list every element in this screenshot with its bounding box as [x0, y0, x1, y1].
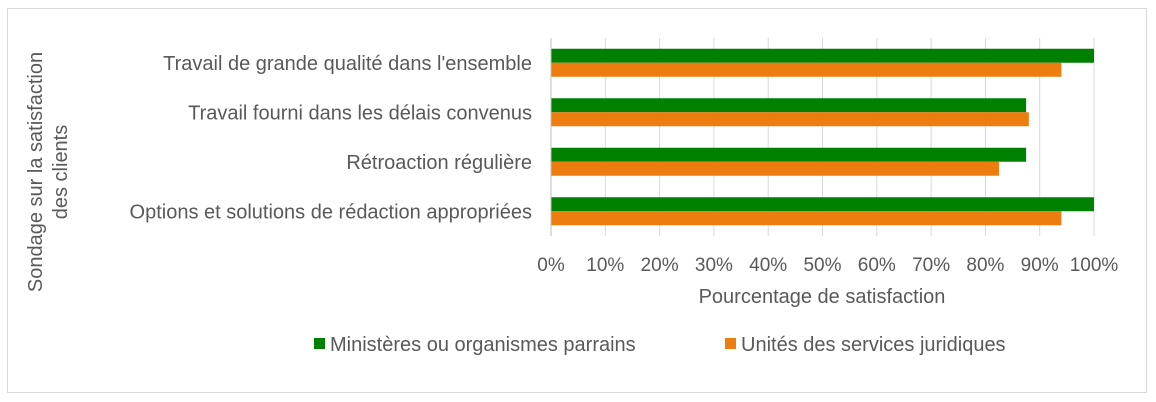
bar: [551, 211, 1062, 226]
x-tick-label: 70%: [912, 255, 950, 276]
category-label: Travail de grande qualité dans l'ensembl…: [163, 53, 532, 75]
legend-swatch-unites: [725, 338, 736, 349]
x-tick-label: 30%: [695, 255, 733, 276]
bar: [551, 147, 1027, 162]
legend-swatch-ministeres: [314, 338, 325, 349]
category-labels: Travail de grande qualité dans l'ensembl…: [130, 53, 532, 224]
x-tick-label: 10%: [586, 255, 624, 276]
x-tick-label: 80%: [966, 255, 1004, 276]
bars: [551, 48, 1094, 226]
legend: Ministères ou organismes parrains Unités…: [314, 334, 1006, 356]
bar: [551, 62, 1062, 77]
bar: [551, 161, 999, 176]
y-axis-title: Sondage sur la satisfaction des clients: [25, 52, 72, 292]
x-tick-label: 90%: [1021, 255, 1059, 276]
legend-label-unites: Unités des services juridiques: [741, 334, 1006, 356]
x-tick-label: 50%: [803, 255, 841, 276]
bar: [551, 112, 1029, 127]
x-tick-label: 60%: [858, 255, 896, 276]
y-axis-title-line-1: Sondage sur la satisfaction: [25, 52, 47, 292]
x-tick-label: 0%: [537, 255, 565, 276]
bar: [551, 48, 1094, 63]
bar: [551, 197, 1094, 212]
category-label: Travail fourni dans les délais convenus: [188, 102, 532, 124]
category-label: Rétroaction régulière: [346, 152, 532, 174]
legend-label-ministeres: Ministères ou organismes parrains: [330, 334, 636, 356]
x-axis-title: Pourcentage de satisfaction: [699, 286, 946, 308]
bar: [551, 98, 1027, 113]
x-tick-label: 40%: [749, 255, 787, 276]
x-tick-labels: 0% 10% 20% 30% 40% 50% 60% 70% 80% 90% 100%: [537, 255, 1118, 276]
x-tick-label: 100%: [1070, 255, 1119, 276]
x-tick-label: 20%: [641, 255, 679, 276]
category-label: Options et solutions de rédaction approp…: [130, 201, 532, 223]
y-axis-title-line-2: des clients: [50, 125, 72, 220]
